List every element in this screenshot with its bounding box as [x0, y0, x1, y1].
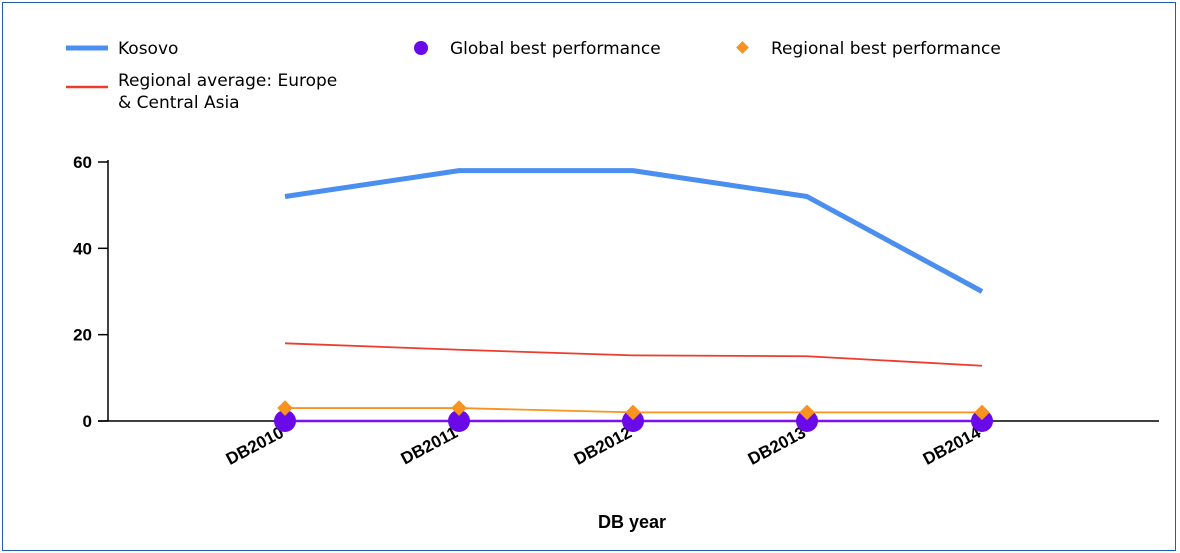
x-axis-title: DB year	[598, 512, 666, 532]
legend-label-regional-average: Regional average: Europe	[118, 71, 337, 91]
x-tick-label: DB2012	[571, 423, 635, 469]
legend-label-global-best: Global best performance	[450, 39, 661, 59]
series-line-regional-average	[284, 342, 983, 367]
legend-label-kosovo: Kosovo	[118, 39, 178, 59]
legend-swatch-global-best	[414, 41, 428, 55]
y-tick-label: 40	[73, 239, 92, 258]
global-best-point	[448, 410, 470, 432]
legend-swatch-regional-best	[736, 41, 749, 54]
axes	[98, 160, 1159, 422]
x-tick-label: DB2013	[745, 423, 809, 469]
x-ticks: DB2010 DB2011 DB2012 DB2013 DB2014	[223, 421, 984, 469]
x-tick-label: DB2011	[398, 423, 461, 469]
y-tick-label: 0	[83, 412, 92, 431]
legend: Kosovo Regional average: Europe & Centra…	[66, 39, 1001, 113]
x-tick-label: DB2014	[920, 423, 984, 469]
y-tick-label: 60	[73, 153, 92, 172]
series-layer	[274, 168, 993, 432]
global-best-point	[274, 410, 296, 432]
series-line-kosovo	[284, 168, 984, 294]
y-ticks: 0 20 40 60	[73, 153, 108, 431]
global-best-point	[796, 410, 818, 432]
legend-label-regional-average-line2: & Central Asia	[118, 93, 240, 113]
y-tick-label: 20	[73, 326, 92, 345]
legend-label-regional-best: Regional best performance	[771, 39, 1001, 59]
global-best-point	[971, 410, 993, 432]
x-tick-label: DB2010	[223, 423, 287, 469]
global-best-point	[622, 410, 644, 432]
